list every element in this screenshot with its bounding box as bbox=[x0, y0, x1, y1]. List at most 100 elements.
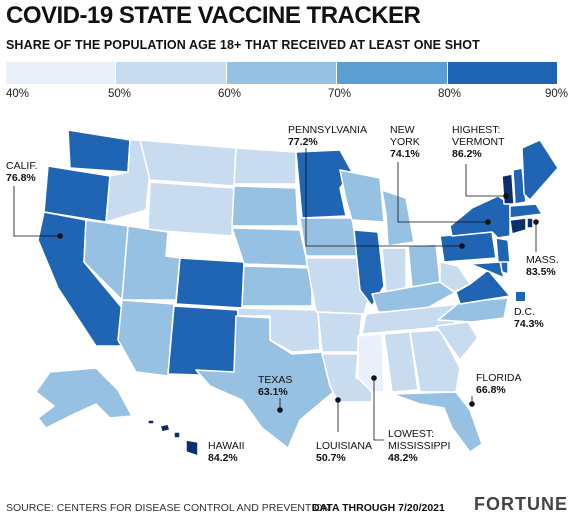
state-washington bbox=[67, 129, 131, 173]
callout-name: LOWEST: bbox=[388, 428, 435, 440]
dc-marker bbox=[516, 292, 525, 301]
map-title: COVID-19 STATE VACCINE TRACKER bbox=[6, 2, 421, 29]
callout-california: CALIF. 76.8% bbox=[6, 160, 38, 184]
callout-value: 48.2% bbox=[388, 452, 418, 464]
leader-dot-florida bbox=[469, 401, 475, 407]
callout-value: 86.2% bbox=[452, 148, 482, 160]
state-ohio bbox=[407, 243, 441, 289]
state-maryland bbox=[469, 261, 505, 279]
state-hawaii bbox=[147, 419, 199, 457]
leader-dot-california bbox=[57, 233, 63, 239]
callout-value: 76.8% bbox=[6, 172, 36, 184]
state-south-dakota bbox=[231, 185, 299, 227]
state-iowa bbox=[299, 217, 359, 257]
callout-value: 50.7% bbox=[316, 452, 346, 464]
leader-vermont bbox=[465, 164, 506, 197]
callout-hawaii: HAWAII 84.2% bbox=[208, 440, 245, 464]
callout-name: HIGHEST: bbox=[452, 124, 501, 136]
callout-name: MISSISSIPPI bbox=[388, 440, 451, 452]
state-virginia bbox=[455, 269, 511, 305]
state-kansas bbox=[241, 265, 313, 307]
callout-value: 77.2% bbox=[288, 136, 318, 148]
leader-dot-new-york bbox=[485, 219, 491, 225]
callout-vermont: HIGHEST: VERMONT 86.2% bbox=[452, 124, 505, 160]
callout-name: FLORIDA bbox=[476, 372, 522, 384]
callout-florida: FLORIDA 66.8% bbox=[476, 372, 522, 396]
state-new-york bbox=[449, 195, 511, 239]
legend-ticks: 40% 50% 60% 70% 80% 90% bbox=[0, 88, 576, 104]
callout-name: MASS. bbox=[526, 254, 559, 266]
callout-name: CALIF. bbox=[6, 160, 38, 172]
callout-value: 83.5% bbox=[526, 266, 556, 278]
callout-pennsylvania: PENNSYLVANIA 77.2% bbox=[288, 124, 367, 148]
callout-name: YORK bbox=[390, 136, 420, 148]
legend-tick: 90% bbox=[545, 88, 569, 100]
state-indiana bbox=[381, 247, 407, 293]
callout-mississippi: LOWEST: MISSISSIPPI 48.2% bbox=[388, 428, 450, 464]
state-north-carolina bbox=[437, 297, 509, 323]
callout-name: LOUISIANA bbox=[316, 440, 373, 452]
state-south-carolina bbox=[435, 321, 479, 361]
leader-dot-louisiana bbox=[335, 397, 341, 403]
state-pennsylvania bbox=[439, 231, 497, 263]
callout-value: 63.1% bbox=[258, 386, 288, 398]
legend-swatch-70-80 bbox=[337, 62, 448, 84]
leader-new-york bbox=[397, 162, 488, 223]
state-mississippi bbox=[357, 333, 385, 393]
callout-name: TEXAS bbox=[258, 374, 293, 386]
state-rhode-island bbox=[526, 217, 534, 229]
leader-dot-mississippi bbox=[371, 375, 377, 381]
color-legend bbox=[6, 62, 559, 84]
legend-swatch-60-70 bbox=[226, 62, 338, 84]
state-florida bbox=[391, 391, 483, 453]
us-map bbox=[13, 129, 559, 457]
state-wyoming bbox=[147, 181, 235, 237]
state-kentucky bbox=[371, 281, 457, 313]
leader-dot-pennsylvania bbox=[459, 243, 465, 249]
legend-swatch-50-60 bbox=[116, 62, 227, 84]
callout-name: HAWAII bbox=[208, 440, 245, 452]
callout-value: 74.1% bbox=[390, 148, 420, 160]
callout-louisiana: LOUISIANA 50.7% bbox=[316, 440, 372, 464]
state-new-jersey bbox=[495, 237, 511, 263]
legend-tick: 70% bbox=[328, 88, 352, 100]
source-note: SOURCE: CENTERS FOR DISEASE CONTROL AND … bbox=[6, 502, 330, 514]
map-subtitle: SHARE OF THE POPULATION AGE 18+ THAT REC… bbox=[6, 38, 480, 52]
callout-value: 74.3% bbox=[514, 318, 544, 330]
state-new-mexico bbox=[167, 305, 239, 377]
callout-name: VERMONT bbox=[452, 136, 505, 148]
state-north-dakota bbox=[233, 147, 297, 185]
state-arizona bbox=[117, 299, 175, 377]
leader-dot-vermont bbox=[503, 193, 509, 199]
callout-massachusetts: MASS. 83.5% bbox=[526, 254, 559, 278]
state-arkansas bbox=[317, 311, 363, 353]
state-montana bbox=[139, 139, 237, 187]
callout-dc: D.C. 74.3% bbox=[514, 306, 544, 330]
legend-tick: 60% bbox=[218, 88, 242, 100]
leader-california bbox=[13, 186, 60, 237]
state-maine bbox=[521, 139, 559, 201]
legend-tick: 40% bbox=[6, 88, 30, 100]
state-utah bbox=[121, 225, 181, 301]
leader-pennsylvania bbox=[305, 148, 462, 247]
state-georgia bbox=[409, 329, 461, 393]
state-nebraska bbox=[231, 227, 309, 267]
callout-name: NEW bbox=[390, 124, 415, 136]
legend-tick: 80% bbox=[438, 88, 462, 100]
fortune-logo: FORTUNE bbox=[474, 494, 568, 514]
leader-dot-texas bbox=[277, 407, 283, 413]
callout-value: 66.8% bbox=[476, 384, 506, 396]
state-wisconsin bbox=[339, 169, 385, 223]
state-texas bbox=[195, 315, 337, 449]
state-massachusetts bbox=[509, 203, 543, 219]
state-connecticut bbox=[509, 217, 527, 235]
legend-swatch-40-50 bbox=[6, 62, 117, 84]
callout-value: 84.2% bbox=[208, 452, 238, 464]
callout-name: D.C. bbox=[514, 306, 535, 318]
state-colorado bbox=[175, 257, 245, 309]
legend-swatch-80-90 bbox=[447, 62, 559, 84]
state-alaska bbox=[35, 367, 133, 429]
callout-texas: TEXAS 63.1% bbox=[258, 374, 292, 398]
leader-dot-massachusetts bbox=[533, 219, 539, 225]
leader-mississippi bbox=[373, 378, 384, 441]
